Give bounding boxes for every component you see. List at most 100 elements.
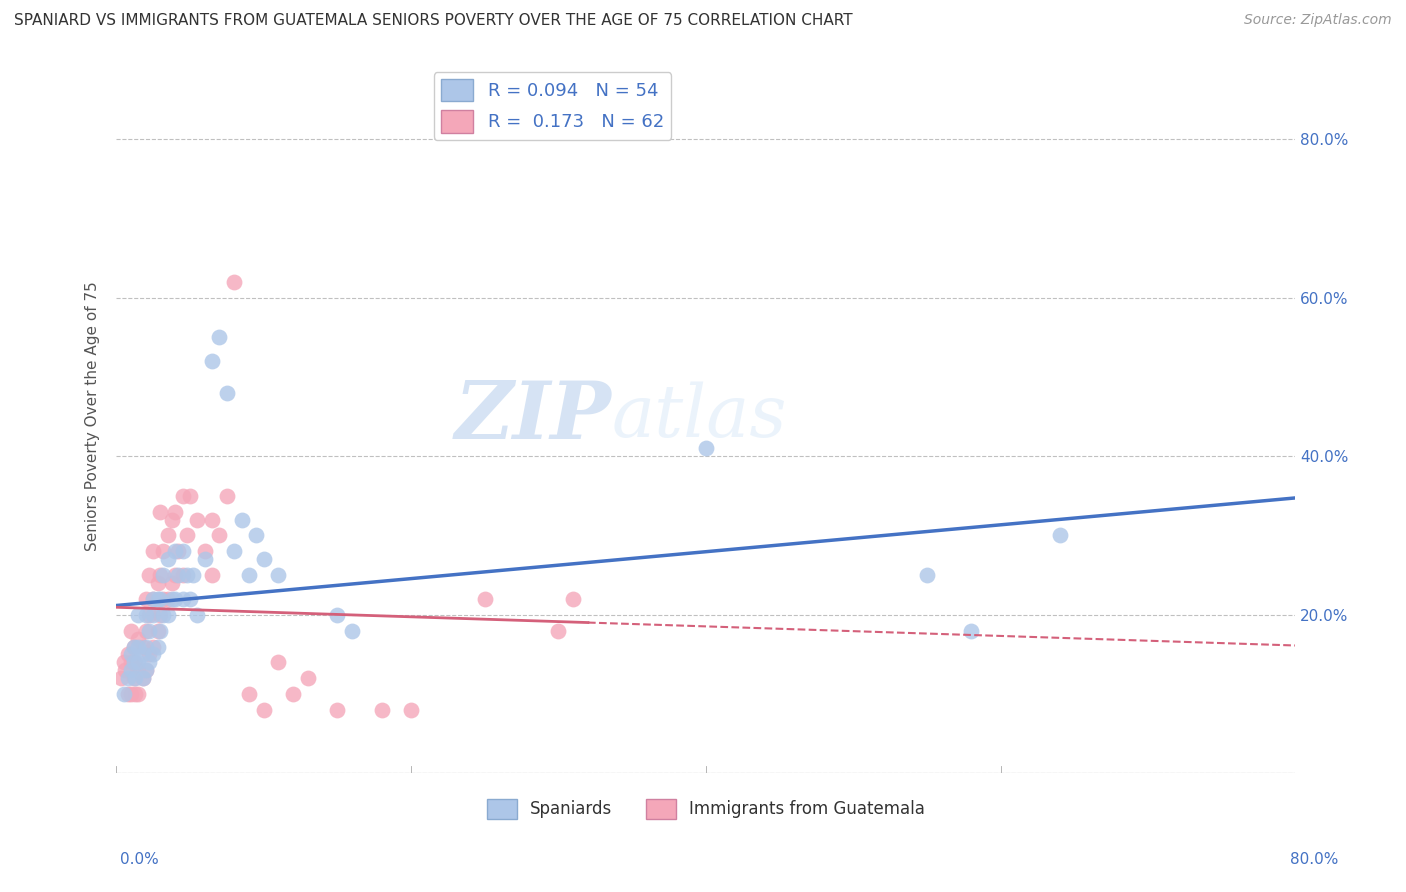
Point (120, 663, 142, 677)
Point (152, 568, 174, 582)
Point (138, 568, 160, 582)
Point (167, 568, 190, 582)
Point (112, 687, 135, 701)
Point (194, 552, 217, 566)
Point (132, 640, 155, 654)
Point (165, 568, 187, 582)
Point (695, 442, 717, 456)
Point (201, 354, 224, 368)
Point (267, 568, 290, 582)
Point (120, 687, 142, 701)
Point (253, 552, 276, 566)
Point (117, 671, 139, 685)
Point (117, 687, 139, 701)
Y-axis label: Seniors Poverty Over the Age of 75: Seniors Poverty Over the Age of 75 (86, 282, 100, 551)
Point (399, 703, 422, 717)
Point (156, 528, 179, 542)
Point (238, 687, 260, 701)
Point (340, 624, 363, 638)
Point (127, 607, 149, 622)
Point (165, 591, 187, 606)
Point (122, 640, 145, 654)
Point (135, 591, 157, 606)
Point (215, 385, 238, 400)
Point (138, 656, 160, 670)
Point (127, 687, 149, 701)
Point (122, 671, 145, 685)
Text: atlas: atlas (612, 381, 787, 451)
Point (146, 591, 169, 606)
Point (120, 648, 142, 662)
Point (267, 656, 290, 670)
Point (127, 656, 149, 670)
Point (149, 568, 172, 582)
Point (224, 544, 246, 558)
Point (127, 632, 149, 646)
Point (110, 671, 132, 685)
Point (146, 640, 169, 654)
Point (960, 624, 983, 638)
Point (135, 640, 157, 654)
Point (201, 568, 224, 582)
Point (149, 591, 172, 606)
Point (186, 607, 208, 622)
Text: 80.0%: 80.0% (1291, 852, 1339, 867)
Point (224, 275, 246, 289)
Point (547, 624, 569, 638)
Point (194, 544, 217, 558)
Point (172, 591, 194, 606)
Point (152, 544, 174, 558)
Point (114, 663, 136, 677)
Point (186, 513, 208, 527)
Point (915, 568, 938, 582)
Point (162, 591, 184, 606)
Point (138, 607, 160, 622)
Point (152, 591, 174, 606)
Point (142, 591, 165, 606)
Point (162, 513, 184, 527)
Point (215, 489, 238, 503)
Point (124, 687, 146, 701)
Point (181, 568, 204, 582)
Point (176, 568, 198, 582)
Point (149, 624, 172, 638)
Point (138, 648, 160, 662)
Point (172, 544, 194, 558)
Point (208, 330, 231, 344)
Point (146, 576, 169, 591)
Point (370, 703, 392, 717)
Point (142, 591, 165, 606)
Point (135, 663, 157, 677)
Text: SPANIARD VS IMMIGRANTS FROM GUATEMALA SENIORS POVERTY OVER THE AGE OF 75 CORRELA: SPANIARD VS IMMIGRANTS FROM GUATEMALA SE… (14, 13, 852, 29)
Text: 0.0%: 0.0% (120, 852, 159, 867)
Point (120, 624, 142, 638)
Point (562, 591, 585, 606)
Text: Source: ZipAtlas.com: Source: ZipAtlas.com (1244, 13, 1392, 28)
Point (135, 607, 157, 622)
Point (124, 671, 146, 685)
Point (167, 544, 190, 558)
Point (297, 671, 319, 685)
Point (253, 703, 276, 717)
Point (146, 624, 169, 638)
Point (176, 528, 198, 542)
Point (142, 607, 165, 622)
Point (326, 703, 349, 717)
Point (179, 591, 201, 606)
Point (122, 640, 145, 654)
Point (135, 624, 157, 638)
Point (124, 656, 146, 670)
Point (149, 607, 172, 622)
Point (165, 505, 187, 519)
Text: ZIP: ZIP (454, 378, 612, 455)
Point (156, 607, 179, 622)
Point (474, 591, 496, 606)
Point (165, 544, 187, 558)
Point (132, 671, 155, 685)
Point (162, 576, 184, 591)
Point (179, 489, 201, 503)
Point (1049, 528, 1071, 542)
Point (201, 513, 224, 527)
Point (138, 624, 160, 638)
Point (135, 663, 157, 677)
